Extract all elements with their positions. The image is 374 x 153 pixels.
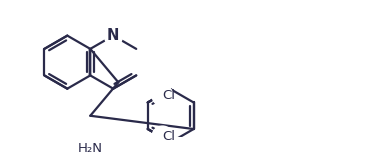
Text: Cl: Cl: [162, 130, 175, 143]
Text: N: N: [107, 28, 119, 43]
Text: Cl: Cl: [162, 89, 175, 102]
Text: H₂N: H₂N: [78, 142, 103, 153]
